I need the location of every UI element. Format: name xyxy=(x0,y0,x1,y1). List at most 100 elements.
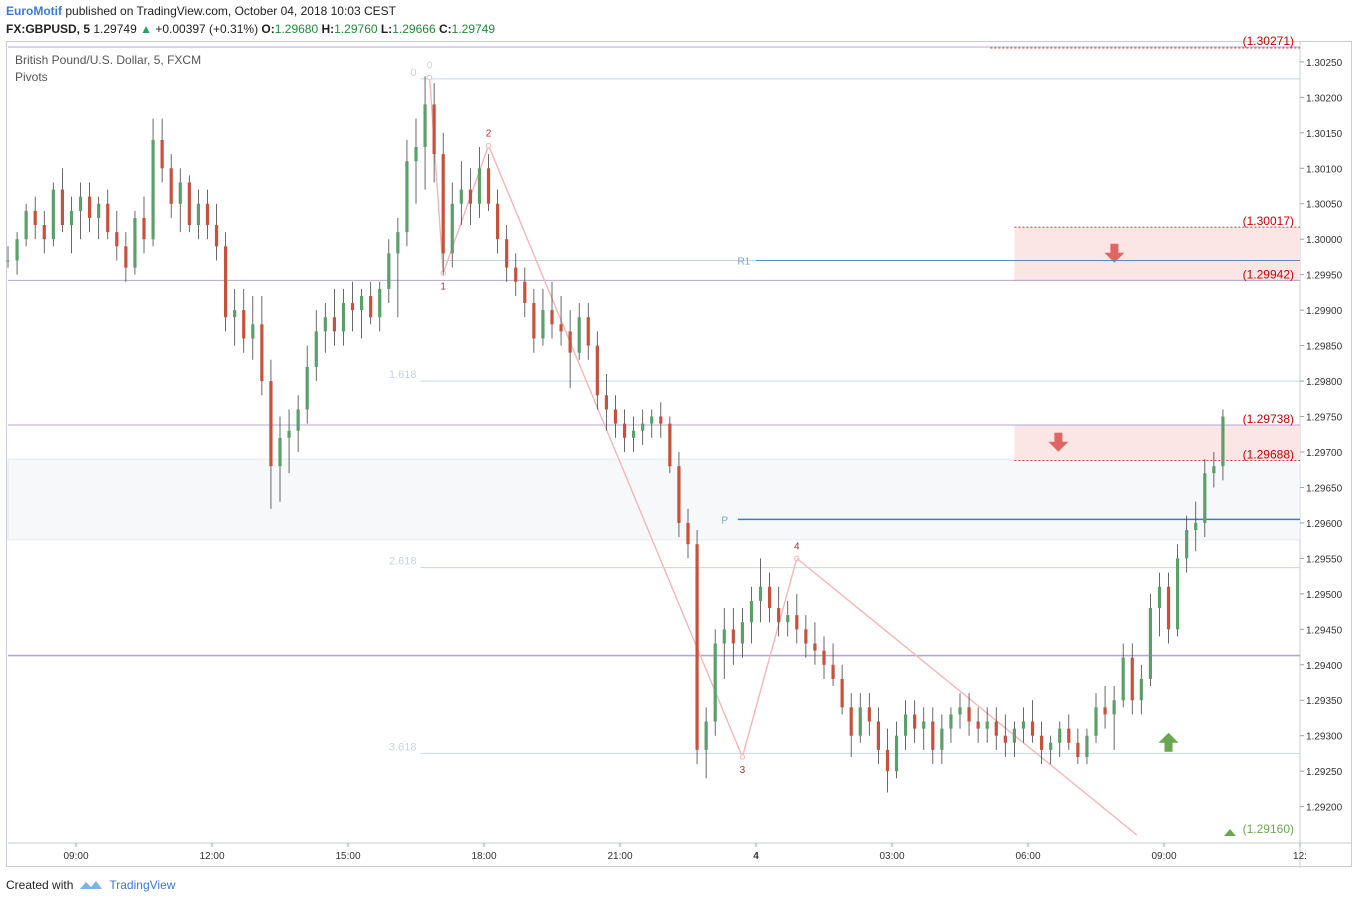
candle-body xyxy=(686,522,690,545)
fib-level-label: 3.618 xyxy=(389,741,417,753)
candle-body xyxy=(287,430,291,438)
candle-body xyxy=(251,324,255,339)
candle-body xyxy=(795,615,799,630)
candle-body xyxy=(387,253,391,289)
indicator-title: Pivots xyxy=(15,70,48,84)
candle-body xyxy=(559,324,563,332)
price-level-label: (1.29160) xyxy=(1243,822,1294,836)
price-tick-label: 1.30200 xyxy=(1306,93,1343,104)
candle-body xyxy=(1085,735,1089,757)
time-tick-label: 12:00 xyxy=(199,851,224,862)
wave-point-marker xyxy=(485,142,492,149)
candle-body xyxy=(994,721,998,736)
price-level-label: (1.29942) xyxy=(1243,267,1294,281)
candle-body xyxy=(550,310,554,325)
fib-level-label: 0 xyxy=(410,67,416,79)
candle-body xyxy=(804,629,808,644)
candle-body xyxy=(786,615,790,623)
candle-body xyxy=(949,714,953,729)
tradingview-link[interactable]: TradingView xyxy=(109,878,176,892)
candle-body xyxy=(1049,742,1053,750)
candle-body xyxy=(976,721,980,729)
candle-body xyxy=(650,416,654,424)
candle-body xyxy=(1021,721,1026,729)
high-label: H: xyxy=(321,22,335,36)
candle-body xyxy=(6,260,10,262)
candle-body xyxy=(269,381,273,467)
candle-body xyxy=(1058,728,1062,743)
candle-body xyxy=(169,168,173,204)
candle-body xyxy=(369,295,373,318)
candle-body xyxy=(496,203,500,240)
candle-body xyxy=(459,189,463,204)
down-arrow-icon xyxy=(1048,432,1069,452)
candle-body xyxy=(69,210,74,226)
candle-body xyxy=(115,232,119,247)
candle-body xyxy=(1003,735,1007,743)
close-value: 1.29749 xyxy=(451,22,496,36)
pivot-band xyxy=(7,458,1301,541)
candle-body xyxy=(196,203,200,226)
time-tick-label: 09:00 xyxy=(63,851,88,862)
candle-body xyxy=(867,707,871,722)
author-link[interactable]: EuroMotif xyxy=(6,4,62,18)
candle-body xyxy=(142,217,146,240)
wave-point-marker xyxy=(426,74,433,81)
price-tick-label: 1.29950 xyxy=(1306,271,1343,282)
candle-body xyxy=(885,749,890,772)
candle-body xyxy=(1203,473,1207,523)
supply-zone xyxy=(1014,227,1300,281)
candle-body xyxy=(677,466,681,523)
price-tick-label: 1.29800 xyxy=(1306,377,1343,388)
time-tick-label: 06:00 xyxy=(1015,851,1040,862)
candle-body xyxy=(1112,700,1116,715)
candle-body xyxy=(532,303,536,339)
candle-body xyxy=(450,203,454,254)
candle-body xyxy=(1076,742,1080,757)
candle-body xyxy=(523,281,527,304)
candle-body xyxy=(958,707,962,715)
candle-body xyxy=(33,210,37,226)
candle-body xyxy=(849,707,853,736)
candle-body xyxy=(24,210,28,240)
price-level-label: (1.30017) xyxy=(1243,214,1294,228)
price-tick-label: 1.30000 xyxy=(1306,235,1343,246)
time-tick-label: 03:00 xyxy=(879,851,904,862)
price-tick-label: 1.29900 xyxy=(1306,306,1343,317)
candle-body xyxy=(713,643,717,722)
candle-body xyxy=(350,303,355,311)
pivot-p-label: P xyxy=(721,515,728,526)
candle-body xyxy=(813,643,817,651)
candle-body xyxy=(749,600,754,623)
price-tick-label: 1.30100 xyxy=(1306,164,1343,175)
candle-body xyxy=(224,246,228,318)
candle-body xyxy=(777,608,781,623)
candle-body xyxy=(922,721,926,729)
fib-level-label: 1.618 xyxy=(389,369,417,381)
candle-body xyxy=(541,310,545,339)
price-tick-label: 1.29750 xyxy=(1306,413,1343,424)
price-change: +0.00397 (+0.31%) xyxy=(155,22,259,36)
candle-body xyxy=(1121,657,1125,701)
candle-body xyxy=(858,707,862,736)
candle-body xyxy=(1212,466,1216,474)
candle-body xyxy=(178,182,182,204)
candle-body xyxy=(831,664,835,679)
candle-body xyxy=(360,295,364,311)
candle-body xyxy=(423,104,427,148)
candle-body xyxy=(106,203,110,233)
candle-body xyxy=(133,217,137,268)
candle-body xyxy=(441,154,445,254)
tradingview-logo-icon xyxy=(80,881,103,889)
candle-body xyxy=(577,317,581,353)
candle-body xyxy=(332,317,336,332)
wave-point-marker xyxy=(739,754,746,760)
candle-body xyxy=(894,735,899,772)
candle-body xyxy=(1094,707,1098,736)
candle-body xyxy=(1221,416,1225,467)
candle-body xyxy=(622,423,627,438)
candle-body xyxy=(876,721,880,750)
price-tick-label: 1.29500 xyxy=(1306,590,1343,601)
high-value: 1.29760 xyxy=(334,22,378,36)
